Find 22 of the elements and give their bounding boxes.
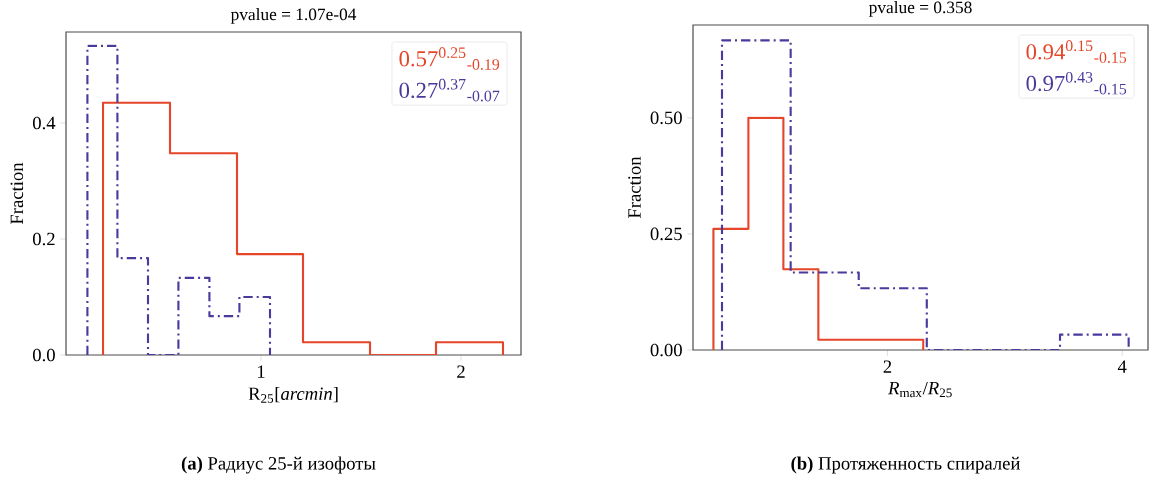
text: 0.97$^{0.43}$-0.15 [1026,71,1127,95]
y-tick-label: 0.0 [32,348,55,362]
x-axis-title: R$_{max}$/R$_{25}$ [887,381,952,398]
y-tick-label: 0.25 [650,227,682,241]
x-tick-label: 2 [883,360,892,373]
y-tick-label: 0.2 [32,232,55,246]
text: (a) Радиус 25-й изофоты [181,456,376,474]
text: 0.57$^{0.25}$-0.19 [399,47,500,70]
y-tick-label: 0.4 [32,116,56,130]
y-tick-label: 0.50 [650,111,682,125]
x-tick-label: 1 [257,365,265,378]
x-tick-label: 4 [1117,360,1127,373]
text: 0.94$^{0.15}$-0.15 [1026,40,1127,63]
x-tick-label: 2 [457,365,465,378]
text: (b) Протяженность спиралей [791,456,1020,474]
chart-title: pvalue = 0.358 [868,1,972,17]
y-axis-title: Fraction [10,162,24,225]
y-tick-label: 0.00 [650,343,682,357]
text: 0.27$^{0.37}$-0.07 [399,78,500,102]
y-axis-title: Fraction [628,156,641,219]
chart-title: pvalue = 1.07e-04 [230,8,357,24]
x-axis-title: R$_{25}$[arcmin] [248,386,338,403]
